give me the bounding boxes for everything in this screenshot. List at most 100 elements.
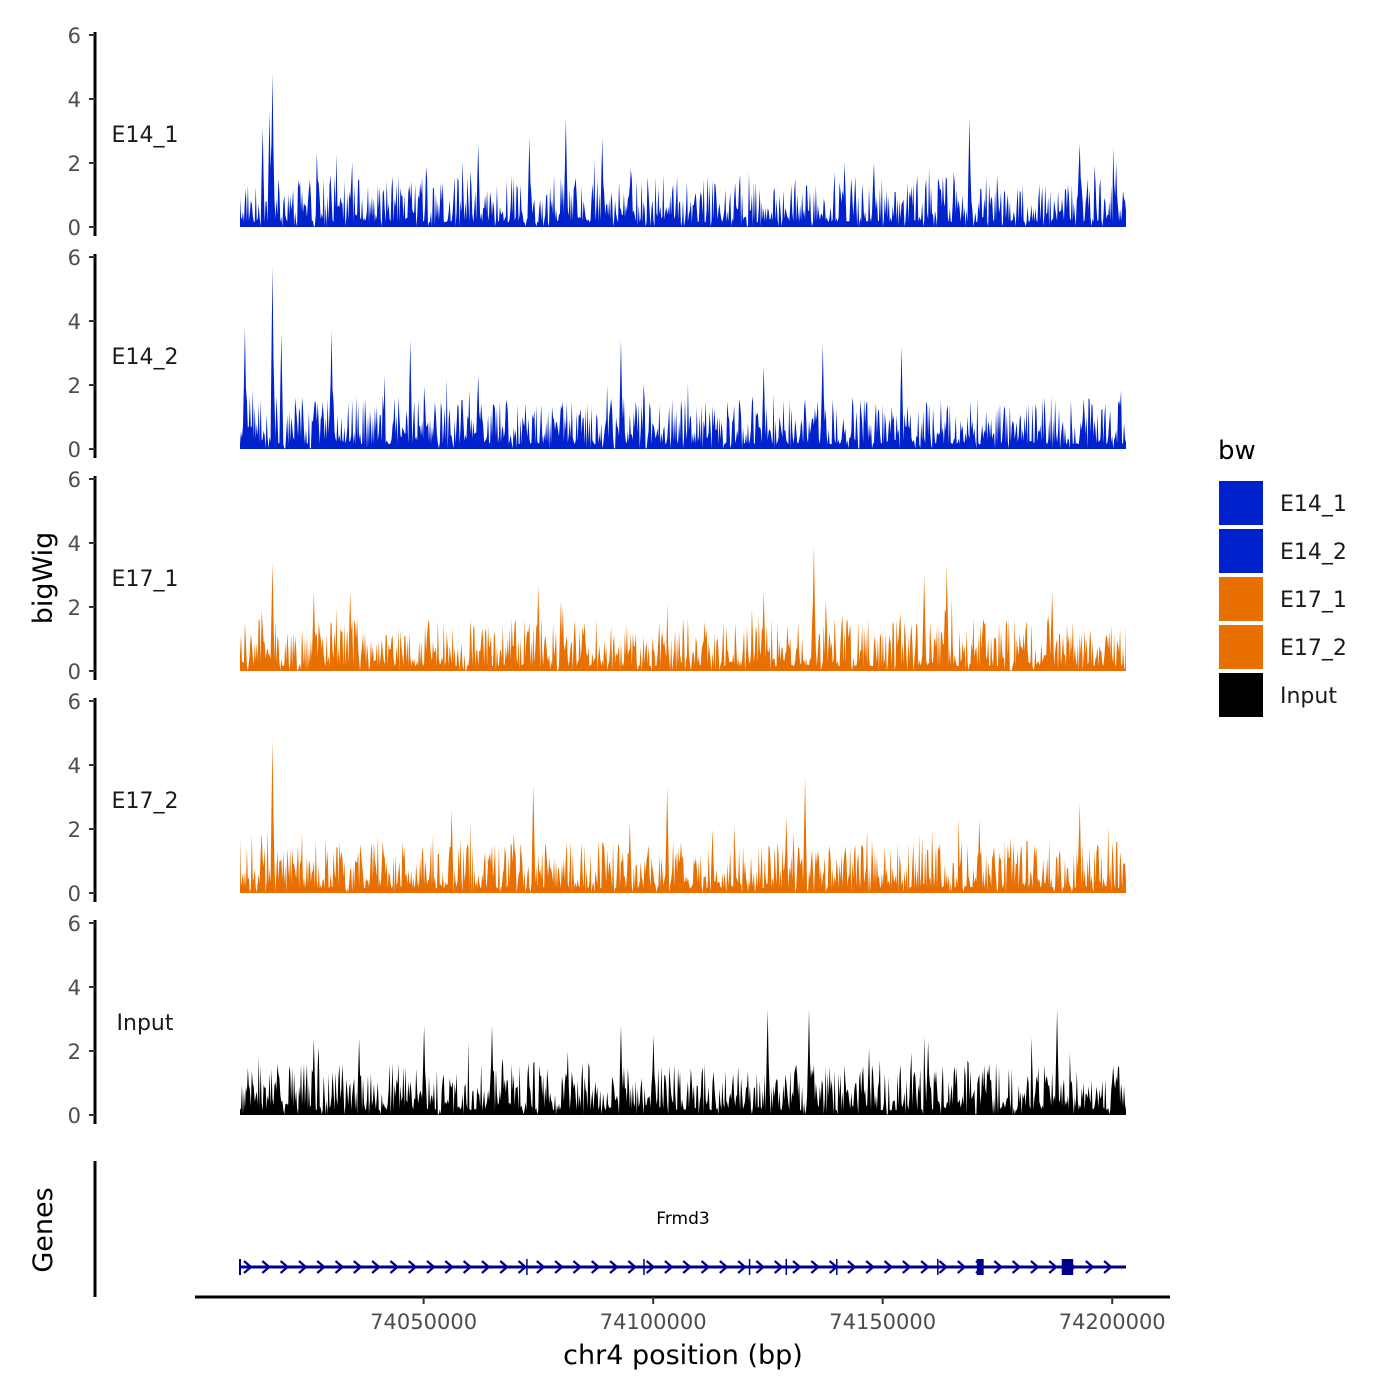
track-label-Input: Input (117, 1011, 174, 1036)
genes-axis-title: Genes (28, 1187, 59, 1272)
x-tick-label: 74200000 (1059, 1310, 1166, 1334)
y-axis-title: bigWig (28, 532, 59, 625)
gene-name-label: Frmd3 (656, 1209, 709, 1229)
y-tick-label: 4 (68, 88, 81, 112)
strand-arrow (261, 1260, 271, 1274)
strand-arrow (865, 1260, 875, 1274)
strand-arrow (664, 1260, 674, 1274)
strand-arrow (1048, 1260, 1058, 1274)
strand-arrow (481, 1260, 491, 1274)
gene-exon (1061, 1259, 1074, 1275)
signal-area-E17_1 (240, 546, 1126, 671)
track-E17_1: 0 2 4 6 E17_1 (68, 468, 1126, 684)
signal-area-E14_1 (240, 73, 1126, 228)
y-tick-label: 6 (68, 24, 81, 48)
strand-arrow (1011, 1260, 1022, 1274)
y-tick-label: 6 (68, 690, 81, 714)
y-tick-label: 2 (68, 374, 81, 398)
y-tick-label: 4 (68, 976, 81, 1000)
strand-arrow (316, 1260, 326, 1274)
legend-title: bw (1218, 436, 1256, 466)
x-axis: 74050000 74100000 74150000 74200000 (195, 1295, 1170, 1334)
track-label-E17_2: E17_2 (112, 789, 179, 814)
x-tick-label: 74100000 (600, 1310, 707, 1334)
strand-arrow (847, 1260, 857, 1274)
strand-arrow (279, 1260, 290, 1274)
y-tick-label: 2 (68, 818, 81, 842)
tracks-group: 0 2 4 6 E14_1 0 2 4 6 E14_2 0 2 4 6 E17_1 0 2 4 6 E17_2 0 2 4 6… (68, 24, 1126, 1128)
strand-arrow (499, 1260, 509, 1274)
strand-arrow (792, 1260, 802, 1274)
strand-arrow (462, 1260, 473, 1274)
y-tick-label: 2 (68, 152, 81, 176)
legend-swatch-E14_1 (1217, 479, 1265, 527)
legend-label-Input: Input (1280, 684, 1337, 709)
strand-arrow (389, 1260, 400, 1274)
strand-arrow (609, 1260, 619, 1274)
strand-arrow (407, 1260, 418, 1274)
strand-arrow (572, 1260, 583, 1274)
legend-swatch-E17_1 (1217, 575, 1265, 623)
track-label-E17_1: E17_1 (112, 567, 179, 592)
legend-swatch-E17_2 (1217, 623, 1265, 671)
y-tick-label: 0 (68, 1104, 81, 1128)
strand-arrow (700, 1260, 711, 1274)
strand-arrow (938, 1260, 949, 1274)
track-E14_1: 0 2 4 6 E14_1 (68, 24, 1126, 240)
y-tick-label: 0 (68, 660, 81, 684)
strand-arrow (517, 1260, 528, 1274)
y-tick-label: 4 (68, 532, 81, 556)
strand-arrow (1103, 1260, 1113, 1274)
legend-label-E17_2: E17_2 (1280, 636, 1347, 661)
strand-arrow (773, 1260, 784, 1274)
strand-arrow (682, 1260, 692, 1274)
strand-arrow (737, 1260, 747, 1274)
y-tick-label: 6 (68, 912, 81, 936)
y-tick-label: 0 (68, 438, 81, 462)
y-tick-label: 0 (68, 216, 81, 240)
x-tick-label: 74050000 (370, 1310, 477, 1334)
strand-arrow (444, 1260, 454, 1274)
legend-label-E14_2: E14_2 (1280, 540, 1347, 565)
strand-arrow (243, 1260, 253, 1274)
strand-arrow (810, 1260, 820, 1274)
legend: bw E14_1 E14_2 E17_1 E17_2 Input (1217, 436, 1347, 719)
strand-arrow (298, 1260, 308, 1274)
legend-swatch-Input (1217, 671, 1265, 719)
strand-arrow (902, 1260, 912, 1274)
y-tick-label: 6 (68, 468, 81, 492)
track-label-E14_1: E14_1 (112, 123, 179, 148)
strand-arrow (536, 1260, 546, 1274)
strand-arrow (554, 1260, 564, 1274)
strand-arrow (956, 1260, 967, 1274)
strand-arrow (755, 1260, 766, 1274)
strand-arrow (883, 1260, 894, 1274)
strand-arrow (920, 1260, 930, 1274)
strand-arrow (645, 1260, 656, 1274)
strand-arrow (1085, 1260, 1095, 1274)
signal-area-E14_2 (240, 266, 1126, 449)
x-tick-label: 74150000 (829, 1310, 936, 1334)
strand-arrow (590, 1260, 601, 1274)
legend-label-E17_1: E17_1 (1280, 588, 1347, 613)
track-Input: 0 2 4 6 Input (68, 912, 1126, 1128)
track-E17_2: 0 2 4 6 E17_2 (68, 690, 1126, 906)
gene-exon (976, 1259, 984, 1275)
strand-arrow (993, 1260, 1003, 1274)
legend-swatch-E14_2 (1217, 527, 1265, 575)
y-tick-label: 2 (68, 1040, 81, 1064)
x-axis-title: chr4 position (bp) (563, 1340, 803, 1371)
signal-area-E17_2 (240, 739, 1126, 893)
strand-arrow (371, 1260, 381, 1274)
strand-arrow (334, 1260, 345, 1274)
y-tick-label: 0 (68, 882, 81, 906)
signal-area-Input (240, 1009, 1126, 1115)
track-E14_2: 0 2 4 6 E14_2 (68, 246, 1126, 462)
y-tick-label: 6 (68, 246, 81, 270)
strand-arrow (719, 1260, 729, 1274)
y-tick-label: 4 (68, 754, 81, 778)
strand-arrow (353, 1260, 363, 1274)
strand-arrow (1030, 1260, 1040, 1274)
